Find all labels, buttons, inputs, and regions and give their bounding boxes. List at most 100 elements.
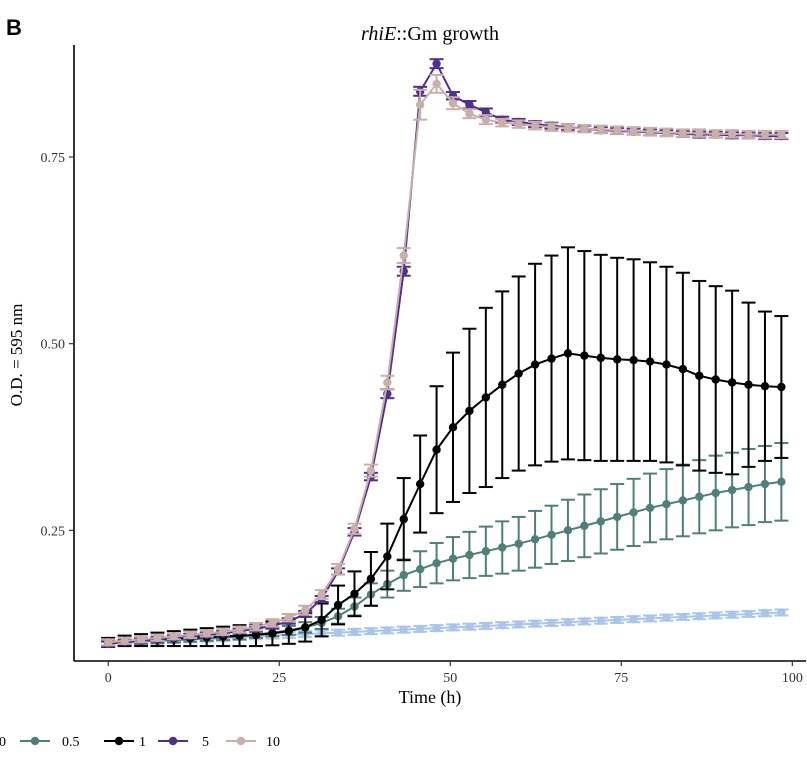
legend-swatch-point [114, 736, 124, 746]
data-point [695, 492, 704, 501]
data-point [465, 109, 474, 118]
data-point [744, 130, 753, 139]
legend-swatch-point [30, 736, 40, 746]
data-point [530, 619, 540, 628]
data-point [662, 613, 671, 622]
data-point [695, 612, 704, 621]
legend-swatch-point [168, 736, 178, 746]
data-point [711, 129, 720, 139]
data-point [366, 574, 376, 584]
data-point [547, 354, 556, 363]
data-point [596, 517, 605, 526]
x-axis-label: Time (h) [399, 687, 462, 708]
data-point [284, 626, 294, 636]
chart-title: rhiE::Gm growth [361, 23, 499, 45]
data-point [662, 128, 671, 137]
data-point [202, 629, 211, 638]
data-point [498, 118, 507, 127]
data-point [678, 128, 688, 138]
data-point [645, 503, 655, 513]
data-point [448, 99, 458, 108]
data-point [432, 623, 441, 633]
data-point [563, 349, 573, 358]
data-point [284, 613, 294, 622]
data-point [415, 564, 425, 574]
data-point [662, 500, 671, 509]
data-point [333, 564, 343, 574]
data-point [448, 554, 458, 563]
data-point [711, 375, 720, 384]
data-point [498, 620, 507, 630]
data-point [120, 636, 129, 646]
data-point [530, 360, 540, 369]
data-point [530, 121, 540, 130]
data-point [547, 122, 556, 132]
data-point [383, 378, 392, 387]
data-point [547, 618, 556, 628]
data-point [514, 539, 523, 548]
data-point [399, 570, 408, 580]
data-point [136, 635, 146, 644]
legend-label: 0.5 [62, 735, 80, 750]
data-point [727, 378, 737, 387]
data-point [777, 477, 786, 486]
data-point [760, 479, 770, 489]
data-point [563, 123, 573, 133]
data-point [399, 514, 408, 524]
data-point [465, 622, 474, 631]
data-point [580, 124, 589, 133]
data-point [727, 485, 737, 495]
x-tick-label: 50 [443, 671, 457, 686]
data-point [481, 621, 491, 631]
y-tick-label: 0.25 [41, 524, 66, 539]
data-point [268, 629, 277, 638]
data-point [383, 552, 392, 561]
data-point [563, 526, 573, 535]
data-point [481, 115, 491, 124]
legend-item-0.5: 0.5 [20, 735, 80, 750]
data-point [383, 626, 392, 635]
data-point [580, 617, 589, 626]
data-point [415, 100, 425, 109]
y-tick-label: 0.50 [41, 338, 66, 353]
data-point [104, 638, 113, 647]
data-point [777, 382, 786, 392]
data-point [596, 353, 605, 363]
data-point [432, 558, 441, 568]
series-10 [101, 73, 789, 647]
legend-label: 10 [266, 735, 280, 750]
data-point [563, 617, 573, 627]
data-point [760, 130, 770, 139]
data-point [760, 609, 770, 618]
data-point [169, 632, 179, 641]
data-point [481, 547, 491, 556]
legend-item-10: 10 [226, 735, 280, 750]
data-point [465, 100, 474, 109]
data-point [645, 357, 655, 366]
data-point [498, 543, 507, 552]
y-axis: 0.25 0.50 0.75 [41, 45, 75, 661]
legend-item-5: 5 [158, 735, 209, 750]
data-point [350, 627, 359, 637]
legend-item-0: 0 [0, 735, 6, 750]
data-point [711, 488, 720, 498]
data-point [251, 630, 261, 640]
legend-label: 0 [0, 735, 6, 750]
data-point [530, 535, 540, 544]
data-point [301, 623, 310, 632]
data-point [465, 406, 474, 416]
x-tick-label: 100 [782, 671, 803, 686]
data-point [711, 611, 720, 620]
data-point [678, 612, 688, 622]
data-point [678, 364, 688, 374]
data-point [744, 609, 753, 619]
data-point [695, 371, 704, 380]
panel-label: B [6, 15, 22, 40]
y-axis-label: O.D. = 595 nm [7, 304, 26, 407]
chart-title-rest: ::Gm growth [396, 23, 499, 45]
data-point [629, 355, 638, 365]
data-point [612, 615, 622, 625]
series-line [108, 82, 782, 644]
data-point [596, 616, 605, 625]
